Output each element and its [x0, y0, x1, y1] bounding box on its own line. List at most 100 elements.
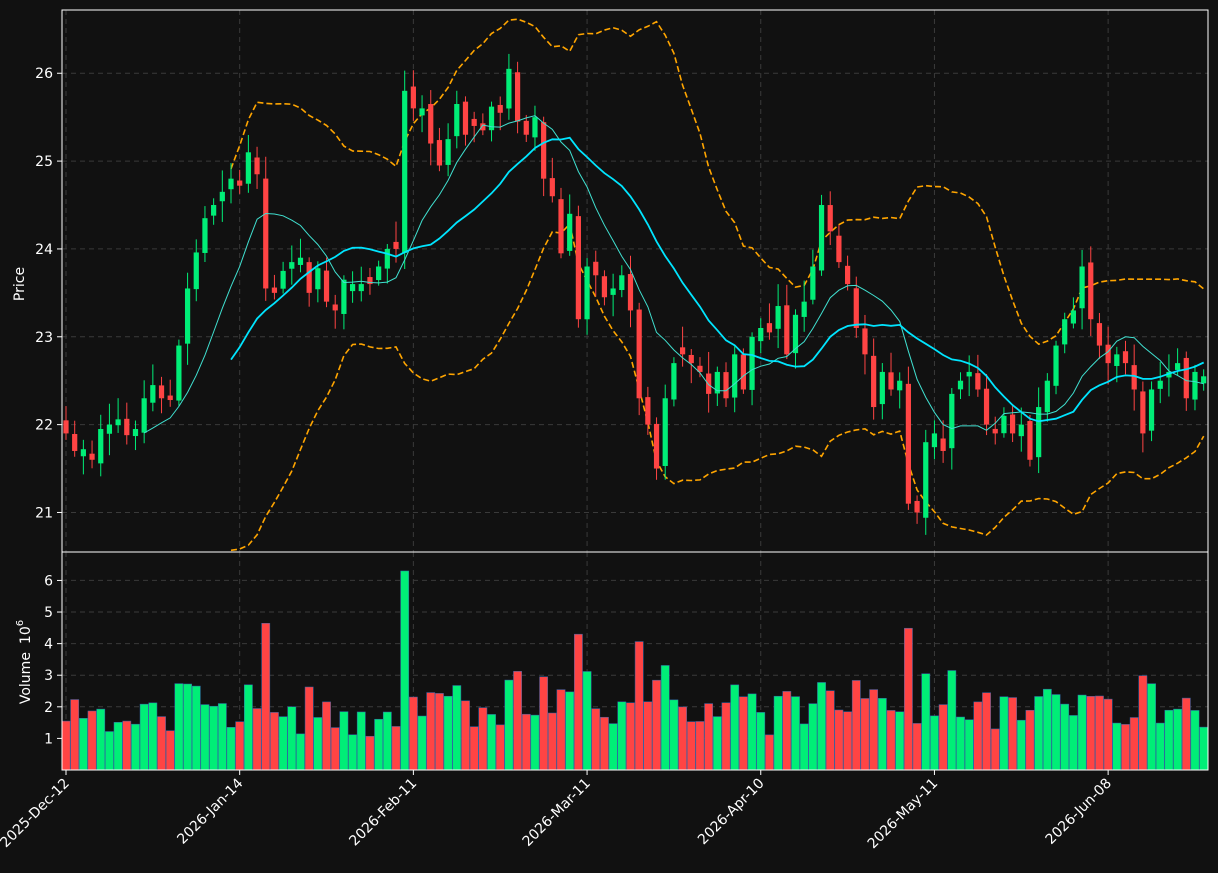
candle-body — [983, 388, 990, 425]
volume-bar — [1016, 719, 1026, 771]
volume-bar — [96, 708, 106, 771]
volume-tick-label: 1 — [44, 731, 53, 747]
volume-bar — [1138, 675, 1148, 771]
volume-bar — [478, 707, 488, 771]
volume-bar — [730, 684, 740, 771]
candle-body — [506, 68, 512, 109]
volume-bar — [235, 721, 245, 771]
volume-bar — [547, 712, 557, 771]
candle-body — [349, 284, 356, 292]
volume-bar — [339, 711, 349, 771]
candle-body — [801, 301, 807, 317]
volume-bar — [947, 670, 957, 771]
candle-body — [454, 103, 460, 137]
volume-bar — [348, 734, 357, 771]
candle-body — [158, 385, 165, 399]
candle-body — [72, 434, 78, 451]
candle-body — [619, 275, 625, 291]
candle-body — [428, 104, 434, 144]
candle-body — [862, 328, 868, 355]
volume-bar — [417, 715, 427, 771]
volume-bar — [773, 695, 783, 771]
volume-bar — [1199, 726, 1209, 771]
volume-bar — [1103, 698, 1113, 771]
candle-body — [124, 418, 130, 436]
candle-body — [480, 123, 486, 131]
volume-bar — [1181, 697, 1191, 771]
volume-bar — [608, 723, 618, 771]
candle-body — [1009, 414, 1016, 434]
candle-body — [419, 108, 425, 116]
volume-bar — [1051, 694, 1061, 771]
volume-bar — [860, 698, 870, 771]
volume-bar — [157, 716, 166, 771]
volume-bar — [452, 685, 462, 771]
candle-body — [541, 122, 547, 179]
candle-body — [679, 347, 686, 355]
candle-body — [593, 261, 599, 276]
candle-body — [957, 380, 964, 390]
candle-body — [1166, 371, 1172, 378]
volume-bar — [591, 708, 601, 771]
volume-bar — [374, 718, 384, 771]
volume-bar — [617, 701, 627, 771]
candle-body — [410, 86, 416, 109]
candle-body — [237, 180, 243, 186]
candle-body — [575, 216, 581, 320]
candle-body — [949, 393, 955, 449]
volume-bar — [513, 671, 522, 771]
candle-body — [931, 433, 938, 448]
volume-bar — [765, 734, 774, 771]
candle-body — [89, 453, 95, 460]
volume-bar — [877, 698, 887, 771]
candle-body — [219, 191, 225, 202]
volume-bar — [756, 712, 766, 771]
candle-body — [1174, 363, 1181, 370]
candle-body — [1157, 380, 1163, 389]
candle-body — [1148, 389, 1155, 431]
candle-body — [627, 274, 634, 311]
volume-bar — [739, 696, 748, 771]
volume-bar — [365, 735, 375, 771]
candle-body — [610, 288, 616, 295]
volume-bar — [695, 721, 705, 771]
candle-body — [549, 178, 555, 197]
candle-body — [601, 276, 608, 298]
candle-body — [141, 398, 147, 433]
volume-bar — [539, 676, 549, 771]
candle-body — [271, 287, 278, 293]
candle-body — [888, 372, 894, 390]
volume-bar — [1155, 722, 1165, 771]
candle-body — [1122, 351, 1129, 364]
volume-bar — [1086, 696, 1096, 771]
candle-body — [228, 178, 234, 190]
candle-body — [323, 270, 330, 302]
volume-bar — [183, 683, 192, 771]
volume-bar — [930, 715, 939, 771]
volume-bar — [886, 710, 896, 771]
volume-bar — [252, 708, 262, 771]
candle-body — [315, 268, 321, 290]
volume-bar — [1069, 715, 1078, 771]
candle-body — [714, 371, 720, 394]
candle-body — [818, 205, 825, 271]
volume-bar — [426, 692, 436, 771]
candle-body — [923, 442, 929, 518]
candle-body — [1062, 319, 1068, 345]
volume-bar — [391, 726, 401, 771]
volume-bar — [61, 720, 71, 771]
volume-bar — [1008, 697, 1017, 771]
volume-bar — [1025, 709, 1035, 771]
volume-tick-label: 5 — [44, 605, 53, 621]
price-tick-label: 26 — [35, 66, 53, 82]
candle-body — [280, 270, 286, 289]
volume-bar — [70, 699, 80, 771]
volume-bar — [843, 711, 852, 771]
volume-bar — [443, 695, 453, 771]
volume-axis-exponent: 6 — [15, 620, 26, 626]
candle-body — [749, 336, 755, 390]
volume-bar — [226, 727, 236, 771]
candle-body — [471, 118, 477, 126]
candle-body — [445, 139, 451, 165]
